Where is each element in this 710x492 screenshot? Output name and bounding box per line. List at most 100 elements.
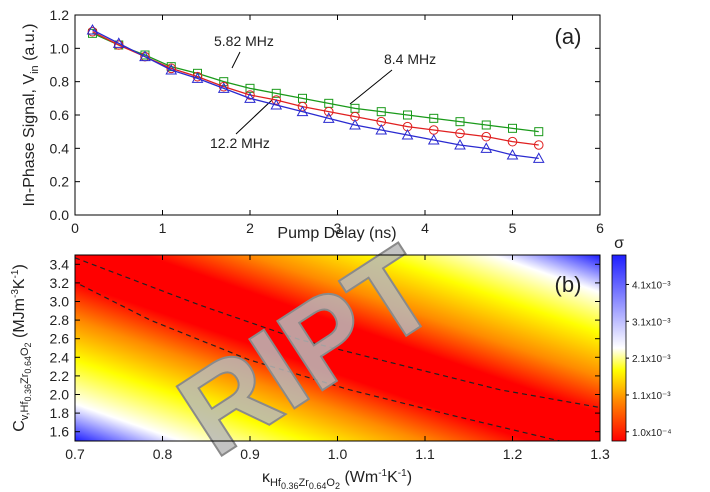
x-tick-label: 2 <box>246 220 254 236</box>
y-tick-label: 2.6 <box>50 331 70 347</box>
y-tick-label: 0.4 <box>50 140 70 156</box>
marker <box>534 127 544 137</box>
y-tick-label: 3.4 <box>50 256 70 272</box>
y-tick-label: 1.2 <box>50 7 70 23</box>
marker <box>375 123 388 135</box>
y-tick-label: 0.8 <box>50 74 70 90</box>
y-tick-label: 1.0 <box>50 40 70 56</box>
label-part: O <box>326 477 335 489</box>
colorbar-tick-label: 1.1x10⁻³ <box>632 391 671 402</box>
y-tick-label: 3.2 <box>50 275 70 291</box>
y-tick-label: 0.0 <box>50 207 70 223</box>
label-part: (a.u.) <box>21 24 38 66</box>
heatmap <box>75 255 600 441</box>
colorbar-title: σ <box>614 235 624 252</box>
x-tick-label: 0.7 <box>65 446 85 462</box>
y-axis-label: Cv,Hf0.36Zr0.64O2 (MJm-3K-1) <box>10 264 33 432</box>
x-tick-label: 1.3 <box>590 446 610 462</box>
colorbar-tick-label: 1.0x10⁻⁴ <box>632 428 672 439</box>
label-part: 0.64 <box>23 356 33 374</box>
marker <box>507 136 518 147</box>
contours <box>75 257 600 441</box>
label-part: C <box>11 420 28 432</box>
x-tick-label: 1 <box>159 220 167 236</box>
x-axis-label: κHf0.36Zr0.64O2 (Wm-1K-1) <box>262 468 412 491</box>
marker <box>270 98 283 110</box>
y-tick-label: 2.0 <box>50 387 70 403</box>
label-part: κ <box>262 469 271 486</box>
marker <box>481 120 491 130</box>
label-part: -1 <box>398 468 407 479</box>
marker <box>296 105 309 117</box>
annotation-arrow <box>235 99 273 135</box>
y-tick-label: 2.8 <box>50 312 70 328</box>
marker <box>481 131 492 142</box>
marker <box>322 112 335 123</box>
x-tick-label: 1.2 <box>503 446 523 462</box>
contour-line <box>75 257 600 409</box>
y-tick-label: 0.2 <box>50 174 70 190</box>
marker <box>427 133 440 145</box>
x-tick-label: 0.9 <box>240 446 260 462</box>
label-part: Hf <box>270 477 282 489</box>
marker <box>271 88 281 98</box>
label-part: ) <box>11 264 28 269</box>
label-part: -1 <box>378 468 387 479</box>
y-tick-label: 2.4 <box>50 349 70 365</box>
x-tick-label: 4 <box>421 220 429 236</box>
label-part: -1 <box>10 269 21 278</box>
x-tick-label: 3 <box>334 220 342 236</box>
marker <box>297 101 308 112</box>
y-tick-label: 1.6 <box>50 424 70 440</box>
marker <box>454 138 466 150</box>
y-tick-label: 0.6 <box>50 107 70 123</box>
fit-line <box>92 31 539 146</box>
annotation: 12.2 MHz <box>210 135 270 151</box>
marker <box>217 82 230 93</box>
marker <box>376 107 386 117</box>
annotation: 8.4 MHz <box>384 51 436 67</box>
panel-label: (b) <box>555 272 582 297</box>
marker <box>245 90 255 100</box>
marker <box>349 118 361 130</box>
label-part: 2 <box>23 342 33 347</box>
marker <box>86 23 99 35</box>
label-part: in <box>29 65 41 74</box>
marker <box>323 106 334 117</box>
x-tick-label: 0.8 <box>153 446 173 462</box>
colorbar-tick-label: 2.1x10⁻³ <box>632 354 671 365</box>
label-part: v,Hf <box>19 401 31 421</box>
fit-line <box>92 29 539 159</box>
label-part: 2 <box>335 481 340 491</box>
marker <box>112 37 125 48</box>
y-tick-label: 3.0 <box>50 294 70 310</box>
annotation-arrow <box>231 51 241 69</box>
label-part: -3 <box>10 289 21 298</box>
colorbar-tick-label: 3.1x10⁻³ <box>632 317 671 328</box>
label-part: (Wm <box>340 469 378 486</box>
marker <box>429 113 439 123</box>
marker <box>533 140 544 150</box>
marker <box>191 72 204 83</box>
label-part: In-Phase Signal, V <box>21 74 38 207</box>
marker <box>219 77 229 87</box>
marker <box>508 123 517 133</box>
marker <box>532 152 545 163</box>
marker <box>271 95 282 105</box>
marker <box>139 50 151 62</box>
marker <box>506 148 519 160</box>
x-tick-label: 0 <box>71 220 79 236</box>
label-part: Zr <box>299 477 310 489</box>
x-axis-label: Pump Delay (ns) <box>277 225 396 242</box>
y-axis-label: In-Phase Signal, Vin (a.u.) <box>21 24 41 207</box>
label-part: Zr <box>19 373 31 384</box>
label-part: O <box>19 347 31 356</box>
marker <box>401 128 414 140</box>
x-tick-label: 1.1 <box>415 446 435 462</box>
colorbar-tick-label: 4.1x10⁻³ <box>632 280 671 291</box>
marker <box>244 92 256 103</box>
marker <box>403 110 412 120</box>
y-tick-label: 2.2 <box>50 368 70 384</box>
colorbar <box>611 254 627 442</box>
